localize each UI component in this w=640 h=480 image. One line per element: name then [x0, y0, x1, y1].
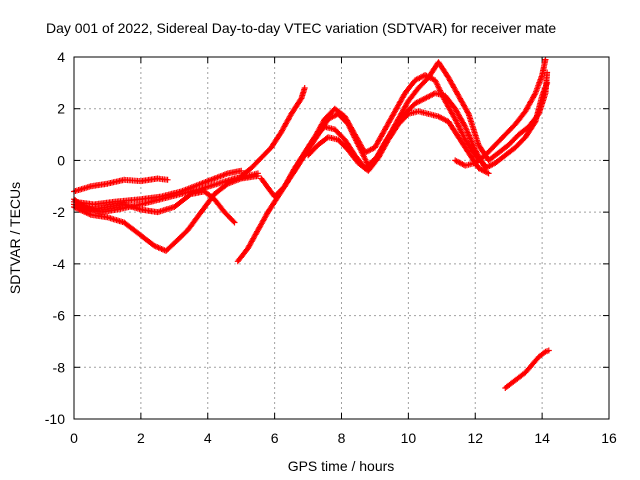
chart-title: Day 001 of 2022, Sidereal Day-to-day VTE… — [46, 20, 556, 36]
y-tick-label: -2 — [53, 204, 66, 220]
gridlines — [74, 57, 609, 419]
y-tick-label: 0 — [57, 152, 65, 168]
y-tick-label: -8 — [53, 359, 66, 375]
y-tick-label: 4 — [57, 49, 65, 65]
x-tick-label: 14 — [534, 430, 550, 446]
x-axis-label: GPS time / hours — [288, 458, 395, 474]
x-tick-label: 8 — [338, 430, 346, 446]
series-pass-8 — [238, 85, 308, 179]
series-markers — [502, 347, 552, 391]
x-tick-label: 16 — [601, 430, 617, 446]
y-tick-label: -10 — [45, 411, 65, 427]
data-series — [71, 56, 552, 391]
x-tick-label: 12 — [467, 430, 483, 446]
series-pass-12 — [502, 347, 552, 391]
y-tick-label: 2 — [57, 101, 65, 117]
series-pass-9 — [291, 72, 489, 174]
x-tick-label: 2 — [137, 430, 145, 446]
series-markers — [305, 108, 492, 177]
y-tick-label: -6 — [53, 308, 66, 324]
plot-border — [73, 56, 610, 420]
series-pass-11 — [452, 56, 549, 169]
series-pass-10 — [305, 108, 492, 177]
x-tick-label: 4 — [204, 430, 212, 446]
series-markers — [291, 72, 489, 174]
tick-labels: 0 2 4 6 8 10 12 14 16 -10 -8 -6 -4 -2 0 2 4 — [45, 49, 617, 446]
x-tick-label: 10 — [401, 430, 417, 446]
series-markers — [452, 56, 549, 169]
x-tick-label: 0 — [70, 430, 78, 446]
series-markers — [238, 85, 308, 179]
y-tick-label: -4 — [53, 256, 66, 272]
x-tick-label: 6 — [271, 430, 279, 446]
y-axis-label: SDTVAR / TECUs — [7, 182, 23, 294]
